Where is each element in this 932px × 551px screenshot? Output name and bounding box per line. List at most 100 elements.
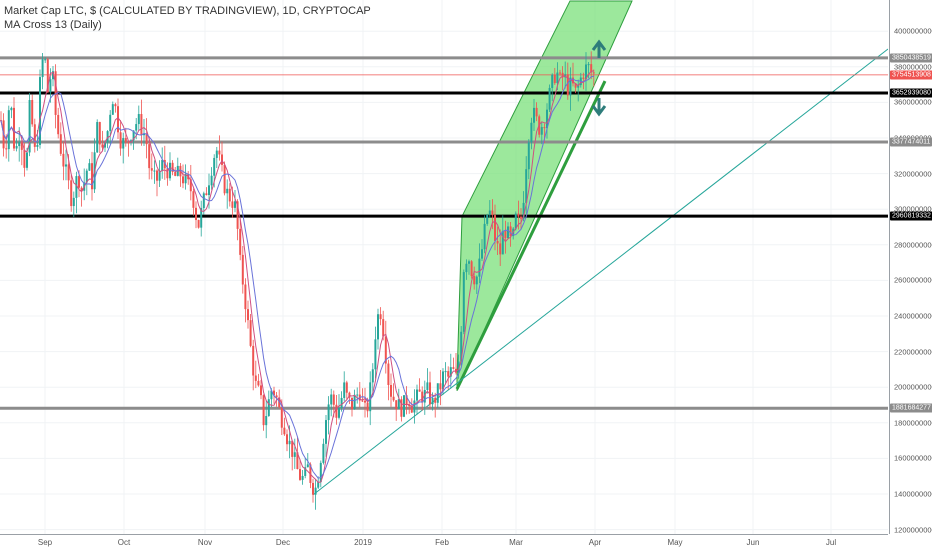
y-tick-label: 1600000000 (894, 453, 932, 463)
candle-body (520, 216, 522, 219)
candle-body (130, 140, 132, 143)
time-axis[interactable]: Sep Oct Nov Dec 2019 Feb Mar Apr May Jun Jul (0, 534, 888, 551)
y-tick-label: 3000000000 (894, 204, 932, 214)
candle-body (96, 122, 99, 153)
price-level-tag: 2960819332 (890, 211, 932, 221)
candle-body (140, 114, 143, 136)
chart-area[interactable]: Market Cap LTC, $ (CALCULATED BY TRADING… (0, 0, 888, 534)
candle-body (59, 134, 62, 154)
candle-body (62, 153, 65, 167)
candle-body (483, 223, 486, 250)
candle-body (223, 164, 226, 194)
x-tick-label: Dec (275, 538, 291, 547)
y-tick-label: 2200000000 (894, 347, 932, 357)
candle-body (548, 87, 551, 110)
candle-body (7, 110, 10, 150)
candle-body (551, 74, 554, 88)
candle-body (197, 220, 200, 228)
candle-body (569, 77, 572, 96)
candle-body (382, 319, 385, 337)
candle-body (353, 394, 356, 410)
candle-body (327, 404, 330, 421)
candle-body (275, 395, 278, 398)
candle-body (299, 469, 301, 480)
candle-body (507, 226, 509, 239)
candle-body (137, 114, 140, 125)
candle-body (260, 385, 262, 396)
candle-body (582, 77, 585, 80)
candle-body (15, 146, 18, 149)
y-tick-label: 2000000000 (894, 382, 932, 392)
x-tick-label: Sep (37, 538, 53, 547)
candle-body (559, 72, 561, 74)
y-tick-label: 3200000000 (894, 169, 932, 179)
candle-body (332, 394, 335, 405)
candle-body (553, 74, 556, 84)
candle-body (447, 371, 450, 377)
y-tick-label: 3600000000 (894, 97, 932, 107)
candle-body (491, 210, 494, 216)
candle-body (371, 369, 374, 383)
channel-support-line (455, 80, 607, 390)
candle-body (231, 201, 234, 208)
candle-body (205, 193, 208, 196)
candle-body (384, 336, 387, 364)
candle-body (413, 400, 416, 413)
symbol-title: Market Cap LTC, $ (CALCULATED BY TRADING… (4, 5, 371, 17)
candle-body (202, 193, 205, 209)
candle-body (111, 104, 114, 115)
candle-body (80, 187, 83, 191)
candle-body (41, 59, 44, 78)
candle-body (540, 127, 543, 135)
candle-body (114, 104, 117, 107)
candle-body (470, 261, 473, 277)
price-level-tag: 3850438519 (890, 53, 932, 63)
candle-body (535, 107, 538, 117)
candle-body (44, 59, 47, 61)
candle-body (49, 79, 52, 93)
candle-body (254, 375, 257, 381)
candle-body (270, 390, 273, 400)
candle-body (215, 150, 218, 158)
candle-body (210, 175, 213, 186)
candle-body (429, 382, 431, 405)
chart-legend: Market Cap LTC, $ (CALCULATED BY TRADING… (4, 4, 371, 32)
x-tick-label: May (667, 538, 683, 547)
candle-body (514, 213, 517, 229)
candle-body (460, 331, 463, 362)
candle-body (52, 71, 54, 80)
candle-body (486, 214, 489, 224)
candle-body (109, 114, 112, 132)
candle-body (145, 133, 148, 145)
candle-body (400, 399, 403, 417)
candle-body (546, 109, 548, 129)
y-tick-label: 4000000000 (894, 26, 932, 36)
x-tick-label: Apr (588, 538, 602, 547)
y-tick-label: 1200000000 (894, 525, 932, 535)
y-tick-label: 1400000000 (894, 489, 932, 499)
candle-body (462, 272, 465, 332)
candle-body (208, 185, 210, 196)
candle-body (91, 163, 93, 190)
price-axis[interactable]: 4000000000380000000036000000003400000000… (889, 0, 932, 534)
candle-body (218, 150, 221, 155)
candle-body (10, 107, 13, 111)
price-chart[interactable] (0, 0, 888, 534)
candle-body (351, 397, 353, 410)
candle-body (452, 367, 455, 369)
price-level-tag: 1881684277 (890, 403, 932, 413)
candle-body (314, 487, 317, 495)
candle-body (590, 64, 593, 73)
candle-body (101, 144, 104, 148)
candle-body (33, 124, 36, 147)
candle-body (421, 391, 424, 403)
candle-body (247, 309, 249, 321)
candle-body (239, 228, 242, 255)
arrow-down-icon (591, 98, 607, 117)
candle-body (88, 163, 91, 171)
candle-body (286, 434, 288, 445)
candle-body (418, 389, 421, 392)
candle-body (75, 176, 78, 198)
price-level-tag: 3377474011 (890, 137, 932, 147)
candle-body (533, 107, 535, 123)
